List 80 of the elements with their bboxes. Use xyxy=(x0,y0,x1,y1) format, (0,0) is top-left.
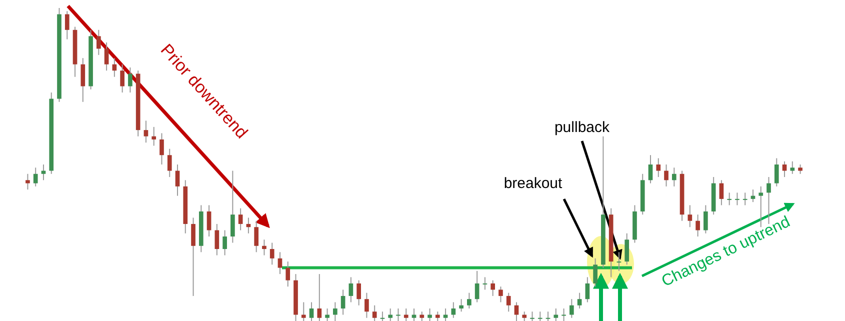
candlestick xyxy=(459,298,464,312)
candlestick xyxy=(482,276,488,290)
candlestick xyxy=(270,242,274,266)
candlestick xyxy=(490,280,495,296)
candlestick xyxy=(570,298,574,318)
candlestick xyxy=(696,214,700,237)
candlestick xyxy=(412,308,416,321)
candlestick xyxy=(309,302,314,321)
candlestick xyxy=(26,173,30,190)
candlestick xyxy=(672,167,676,187)
candlestick xyxy=(404,308,408,321)
candlestick xyxy=(214,223,220,256)
candlestick xyxy=(451,302,456,318)
candlestick xyxy=(798,164,802,174)
candlestick xyxy=(616,252,622,272)
candlestick xyxy=(317,274,322,321)
candlestick xyxy=(648,154,653,184)
candlestick xyxy=(254,220,258,253)
candlestick xyxy=(538,311,542,321)
annotation: pullback xyxy=(554,119,610,136)
candlestick xyxy=(530,311,534,321)
candlestick xyxy=(33,167,38,187)
candlestick xyxy=(506,292,511,312)
candlestick xyxy=(191,217,196,296)
candlestick xyxy=(167,148,172,178)
candlestick xyxy=(238,208,243,231)
candlestick xyxy=(790,160,795,174)
candlestick xyxy=(435,311,440,321)
candlestick xyxy=(704,204,708,234)
candlestick xyxy=(301,302,306,321)
candlestick xyxy=(522,311,527,321)
candlestick xyxy=(80,58,86,102)
candlestick xyxy=(593,258,598,288)
candlestick xyxy=(104,42,109,72)
candlestick xyxy=(230,170,235,244)
candlestick xyxy=(175,164,180,196)
candlestick xyxy=(333,302,338,321)
candlestick xyxy=(577,292,582,309)
candlestick xyxy=(120,64,124,94)
candlestick xyxy=(546,311,550,321)
candlestick xyxy=(735,192,740,206)
candlestick xyxy=(554,308,558,321)
candlestick xyxy=(222,230,227,256)
candlestick xyxy=(96,29,101,56)
candlestick xyxy=(364,292,369,318)
candlestick xyxy=(278,252,282,275)
candlestick xyxy=(727,192,732,206)
candlestick xyxy=(656,158,661,178)
annotation: breakout xyxy=(504,175,564,192)
candlestick xyxy=(474,270,480,303)
candlestick xyxy=(498,286,503,303)
candlestick xyxy=(372,304,377,321)
candlestick xyxy=(624,232,630,266)
candlestick xyxy=(348,276,354,303)
candlestick xyxy=(688,204,692,228)
candlestick xyxy=(719,180,724,206)
candlestick xyxy=(396,308,400,321)
candlestick xyxy=(742,192,748,206)
candlestick xyxy=(356,280,361,306)
candlestick xyxy=(160,132,164,165)
candlestick xyxy=(325,308,330,321)
candlestick xyxy=(388,308,393,321)
candlestick xyxy=(420,311,424,321)
candlestick xyxy=(206,204,212,237)
candlestick xyxy=(380,311,385,321)
candlestick xyxy=(782,160,787,178)
candlestick xyxy=(774,158,779,187)
candlestick xyxy=(286,261,290,288)
candlestick xyxy=(585,276,590,303)
candlestick xyxy=(340,289,346,316)
candlestick xyxy=(128,66,132,94)
candlestick xyxy=(443,308,448,321)
candlestick xyxy=(664,164,668,187)
candlestick xyxy=(262,239,266,256)
candlestick xyxy=(467,292,472,309)
candlestick xyxy=(428,308,432,321)
candlestick xyxy=(152,126,156,146)
candlestick xyxy=(144,120,148,144)
candlestick xyxy=(64,10,70,40)
candlestick xyxy=(562,308,566,321)
